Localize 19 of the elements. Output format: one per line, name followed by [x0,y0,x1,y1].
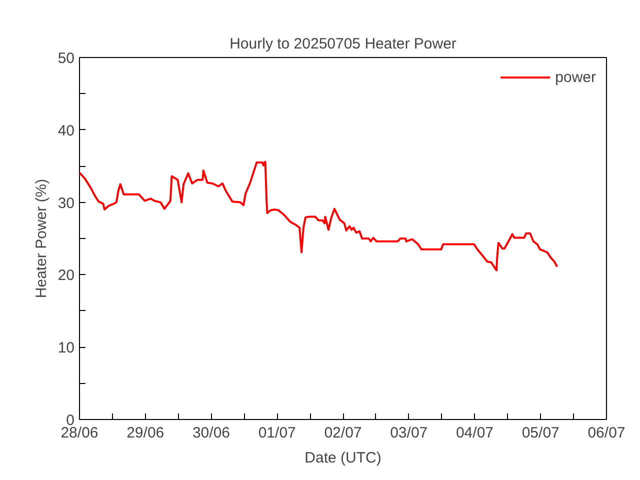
y-axis-title: Heater Power (%) [32,178,50,298]
y-tick-label: 50 [58,50,75,67]
x-tick-label: 28/06 [60,424,98,442]
x-tick-label: 06/07 [588,424,626,442]
x-tick-label: 05/07 [522,424,560,442]
y-tick-label: 10 [58,340,75,357]
x-tick-label: 04/07 [456,424,494,442]
x-tick-label: 02/07 [324,424,362,442]
y-tick-label: 40 [58,122,75,140]
x-axis-title: Date (UTC) [304,450,382,466]
x-tick-label: 30/06 [192,424,230,442]
legend-label: power [555,68,596,86]
line-series [80,160,558,272]
x-tick-label: 01/07 [258,424,296,442]
y-tick-label: 20 [58,267,75,284]
x-tick-label: 03/07 [390,424,428,442]
chart-title: Hourly to 20250705 Heater Power [230,36,456,52]
y-tick-label: 30 [58,194,75,212]
x-tick-label: 29/06 [126,424,164,442]
